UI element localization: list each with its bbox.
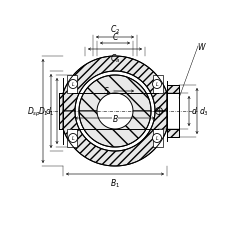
Polygon shape — [67, 129, 77, 147]
Polygon shape — [152, 76, 162, 94]
Text: C: C — [112, 32, 117, 41]
Polygon shape — [79, 112, 150, 147]
Circle shape — [68, 134, 77, 143]
Circle shape — [152, 134, 161, 143]
Text: C$_2$: C$_2$ — [109, 23, 120, 35]
Text: D$_1$: D$_1$ — [38, 105, 48, 118]
Text: D$_{sp}$: D$_{sp}$ — [27, 105, 40, 118]
Polygon shape — [166, 86, 178, 94]
Text: S: S — [104, 87, 109, 96]
Text: L: L — [155, 82, 158, 87]
Text: B$_1$: B$_1$ — [109, 177, 120, 189]
Text: L: L — [71, 136, 74, 141]
Text: L: L — [155, 136, 158, 141]
Text: d$_1$: d$_1$ — [44, 105, 54, 118]
Text: d: d — [191, 107, 196, 116]
Polygon shape — [59, 94, 63, 129]
Polygon shape — [152, 129, 162, 147]
Polygon shape — [63, 112, 166, 166]
Text: W: W — [196, 42, 204, 51]
Polygon shape — [67, 76, 77, 94]
Text: B: B — [112, 114, 117, 123]
Polygon shape — [166, 129, 178, 137]
Circle shape — [68, 80, 77, 89]
Text: d$_3$: d$_3$ — [199, 105, 209, 118]
Circle shape — [152, 80, 161, 89]
Text: L: L — [71, 82, 74, 87]
Polygon shape — [79, 76, 150, 112]
Text: C$_a$: C$_a$ — [109, 52, 120, 65]
Polygon shape — [63, 57, 166, 112]
